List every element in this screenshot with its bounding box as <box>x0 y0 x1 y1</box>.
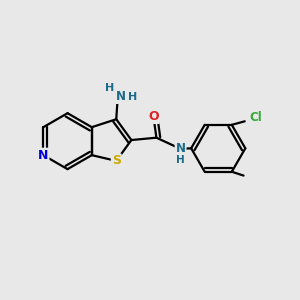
Text: O: O <box>148 110 159 123</box>
Text: Cl: Cl <box>249 111 262 124</box>
Text: H: H <box>105 83 114 93</box>
Text: H: H <box>176 155 185 165</box>
Text: N: N <box>176 142 186 155</box>
Text: S: S <box>112 154 121 167</box>
Text: H: H <box>128 92 138 102</box>
Text: N: N <box>38 149 49 162</box>
Text: N: N <box>116 90 126 103</box>
